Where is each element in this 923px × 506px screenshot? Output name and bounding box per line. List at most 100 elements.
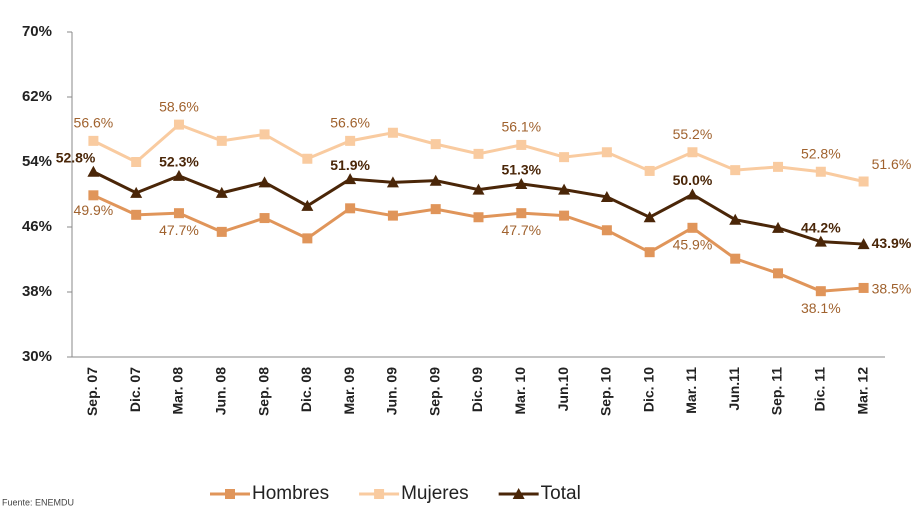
point [858, 282, 869, 293]
point [302, 153, 313, 164]
data-label: 47.7% [159, 222, 199, 238]
point [387, 210, 398, 221]
x-tick-label: Sep. 07 [84, 367, 100, 416]
data-label: 52.8% [801, 145, 841, 161]
x-tick-label: Mar. 10 [512, 367, 528, 415]
x-tick-label: Jun.11 [726, 367, 742, 411]
point [387, 127, 398, 138]
y-tick-label: 62% [22, 88, 52, 105]
point [686, 188, 699, 200]
point [644, 247, 655, 258]
point [429, 174, 442, 186]
point [472, 183, 485, 195]
point [601, 147, 612, 158]
point [559, 152, 570, 163]
y-tick-label: 38% [22, 283, 52, 300]
data-label: 47.7% [501, 222, 541, 238]
legend-label: Total [541, 483, 581, 504]
point [259, 213, 270, 224]
data-label: 58.6% [159, 98, 199, 114]
data-label: 56.6% [330, 115, 370, 131]
point [643, 211, 656, 223]
data-label: 55.2% [673, 126, 713, 142]
point [773, 268, 784, 279]
x-tick-label: Dic. 08 [298, 367, 314, 412]
source: Fuente: ENEMDU [2, 497, 74, 506]
point [88, 190, 99, 201]
x-tick-label: Dic. 09 [469, 367, 485, 412]
point [601, 225, 612, 236]
data-label: 44.2% [801, 219, 841, 235]
y-tick-label: 46% [22, 218, 52, 235]
point [857, 238, 870, 250]
series-line [92, 193, 864, 293]
point [87, 165, 100, 177]
data-label: 51.6% [872, 156, 912, 172]
point [258, 176, 271, 188]
data-label: 38.5% [872, 281, 912, 297]
point [687, 147, 698, 158]
x-tick-label: Dic. 07 [127, 367, 143, 412]
x-tick-label: Sep. 08 [255, 367, 271, 416]
point [815, 166, 826, 177]
point [88, 135, 99, 146]
point [515, 177, 528, 189]
data-label: 43.9% [872, 235, 912, 251]
data-label: 51.9% [330, 157, 370, 173]
point [644, 165, 655, 176]
point [773, 161, 784, 172]
x-tick-label: Dic. 10 [640, 367, 656, 412]
point [345, 135, 356, 146]
point [772, 221, 785, 233]
legend-label: Mujeres [401, 483, 469, 504]
series-line [92, 170, 864, 246]
point [216, 226, 227, 237]
data-label: 50.0% [673, 172, 713, 188]
point [858, 176, 869, 187]
point [430, 204, 441, 215]
data-label: 51.3% [501, 162, 541, 178]
point [516, 139, 527, 150]
x-tick-label: Sep. 09 [426, 367, 442, 416]
legend-marker [374, 489, 385, 499]
x-tick-label: Jun. 09 [384, 367, 400, 415]
x-tick-label: Sep. 11 [769, 367, 785, 415]
point [558, 183, 571, 195]
point [730, 165, 741, 176]
point [473, 212, 484, 223]
point [687, 222, 698, 233]
point [814, 235, 827, 247]
data-label: 49.9% [74, 202, 114, 218]
point [215, 186, 228, 198]
point [815, 286, 826, 297]
x-tick-label: Mar. 09 [341, 367, 357, 415]
x-tick-label: Mar. 08 [170, 367, 186, 415]
point [473, 148, 484, 159]
point [216, 135, 227, 146]
legend-marker [225, 489, 235, 499]
point [600, 190, 613, 202]
point [173, 119, 184, 130]
data-label: 52.3% [159, 154, 199, 170]
point [345, 203, 356, 214]
data-label: 38.1% [801, 300, 841, 316]
x-tick-label: Mar. 12 [854, 367, 870, 415]
point [302, 233, 313, 244]
point [259, 129, 270, 140]
point [730, 253, 741, 264]
legend-marker [512, 488, 525, 499]
point [130, 186, 143, 198]
x-tick-label: Sep. 10 [598, 367, 614, 416]
data-label: 56.1% [501, 119, 541, 135]
point [559, 210, 570, 221]
x-tick-label: Jun. 08 [212, 367, 228, 415]
point [131, 209, 142, 220]
y-tick-label: 54% [22, 153, 52, 170]
x-tick-label: Mar. 11 [683, 367, 699, 414]
data-label: 45.9% [673, 237, 713, 253]
data-label: 52.8% [56, 149, 96, 165]
legend-label: Hombres [252, 483, 329, 504]
point [516, 208, 527, 219]
y-tick-label: 70% [22, 23, 52, 40]
point [386, 176, 399, 188]
